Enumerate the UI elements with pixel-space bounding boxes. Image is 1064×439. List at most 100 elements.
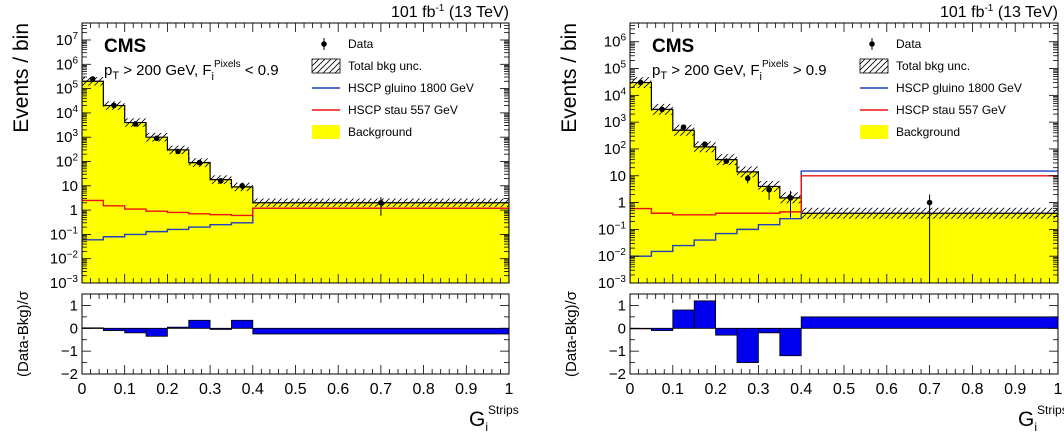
data-point <box>787 195 794 201</box>
x-axis-label-part: Strips <box>488 403 519 417</box>
legend-entry: Background <box>348 125 412 139</box>
ratio-panel: −2 −1 0 1 0 0.1 0.2 0.3 0.4 0.5 0.6 0.7 0.8 0.9 1 (Data… <box>15 290 514 398</box>
data-point <box>926 199 933 206</box>
y-tick-label: 10−1 <box>598 220 627 238</box>
y-tick-label-part: 10 <box>604 61 621 78</box>
y-tick-label-part: 6 <box>72 55 78 66</box>
y-tick-label: 10−3 <box>598 274 627 292</box>
y-tick-label-part: −3 <box>615 274 627 285</box>
x-tick-label: 0.4 <box>242 381 264 398</box>
data-point <box>153 135 160 142</box>
x-tick-label: 0 <box>78 381 87 398</box>
ratio-bar <box>231 319 254 329</box>
data-point <box>744 175 751 182</box>
data-point <box>175 148 181 155</box>
y-tick-label-part: 4 <box>620 86 626 97</box>
x-axis-label-part: i <box>1034 420 1037 434</box>
x-tick-label: 0.1 <box>662 381 684 398</box>
y-tick-label-part: 2 <box>72 152 78 163</box>
y-tick-label-part: 10 <box>598 248 615 265</box>
legend-entry: HSCP stau 557 GeV <box>348 103 458 117</box>
cms-label: CMS <box>104 36 146 57</box>
y-tick-label-part: −2 <box>615 247 627 258</box>
ratio-bar <box>758 327 781 334</box>
y-tick-label-part: 10 <box>604 34 621 51</box>
main-plot-area <box>630 77 1058 283</box>
y-tick-label-part: 7 <box>72 31 78 42</box>
cms-label-part: CMS <box>652 36 694 57</box>
legend-data-marker <box>321 41 327 47</box>
x-tick-label: 0.7 <box>918 381 940 398</box>
x-tick-label: 0.6 <box>876 381 898 398</box>
data-point <box>637 79 644 86</box>
x-tick-label: 0.1 <box>114 381 136 398</box>
y-tick-label: 10−2 <box>598 247 627 265</box>
y-tick-label: 105 <box>604 60 627 78</box>
x-tick-label: 0.5 <box>284 381 306 398</box>
y-tick-label: 10−1 <box>50 225 79 243</box>
legend: Data Total bkg unc. HSCP gluino 1800 GeV HS… <box>859 37 1022 139</box>
lumi-label-part: (13 TeV) <box>993 4 1058 21</box>
y-tick-label: 1 <box>618 195 626 212</box>
legend-bkg-swatch <box>860 125 888 139</box>
ratio-y-tick-label: 1 <box>70 297 78 314</box>
data-point <box>89 76 96 82</box>
selection-label-part: Pixels <box>762 59 789 70</box>
y-tick-label-part: 1 <box>70 202 78 219</box>
lumi-label-part: 101 fb <box>391 4 436 21</box>
legend-entry: Background <box>896 125 960 139</box>
legend-entry: Total bkg unc. <box>348 59 422 73</box>
data-point <box>132 121 139 127</box>
ratio-bar <box>693 300 717 329</box>
y-tick-label: 1 <box>70 202 78 219</box>
legend-data-marker <box>869 41 875 47</box>
ratio-y-tick-label: 1 <box>618 297 626 314</box>
data-point <box>702 141 708 148</box>
y-tick-label-part: 10 <box>56 32 73 49</box>
y-axis-label: Events / bin <box>10 23 33 133</box>
ratio-y-tick-label: 0 <box>618 320 626 337</box>
x-axis-label: GiStrips <box>469 403 519 434</box>
x-tick-label: 0.2 <box>156 381 178 398</box>
y-tick-label: 104 <box>56 104 79 122</box>
legend: Data Total bkg unc. HSCP gluino 1800 GeV HS… <box>311 37 474 139</box>
y-tick-label: 103 <box>56 128 79 146</box>
y-tick-label-part: −1 <box>67 225 79 236</box>
selection-label-part: < 0.9 <box>241 62 279 79</box>
selection-label: pT > 200 GeV, FiPixels < 0.9 <box>104 59 279 83</box>
y-tick-label-part: 3 <box>620 113 626 124</box>
selection-label-part: Pixels <box>214 59 241 70</box>
selection-label-part: > 0.9 <box>789 62 827 79</box>
data-point <box>196 159 203 166</box>
y-tick-label-part: 10 <box>604 87 621 104</box>
selection-label-part: T <box>660 70 667 82</box>
y-tick-label-part: −1 <box>615 220 627 231</box>
ratio-bar <box>188 319 211 329</box>
legend-unc-swatch <box>311 58 341 74</box>
data-point <box>680 124 687 130</box>
background-fill <box>82 81 509 283</box>
legend-entry: HSCP stau 557 GeV <box>896 103 1006 117</box>
y-tick-label-part: −3 <box>67 274 79 285</box>
x-axis-label-part: G <box>1018 408 1034 431</box>
data-point <box>217 178 224 184</box>
y-tick-label-part: 10 <box>56 153 73 170</box>
selection-label: pT > 200 GeV, FiPixels > 0.9 <box>652 59 827 83</box>
selection-label-part: i <box>760 71 762 83</box>
x-tick-label: 0.7 <box>370 381 392 398</box>
x-tick-label: 0 <box>626 381 635 398</box>
selection-label-part: T <box>112 70 119 82</box>
ratio-bar <box>102 327 126 331</box>
cms-label-part: CMS <box>104 36 146 57</box>
y-tick-label-part: 10 <box>56 105 73 122</box>
x-tick-label: 1 <box>1054 381 1063 398</box>
x-tick-label: 0.8 <box>961 381 983 398</box>
lumi-label: 101 fb-1 (13 TeV) <box>940 3 1058 21</box>
x-axis-label-part: i <box>485 420 488 434</box>
y-tick-label-part: 10 <box>56 81 73 98</box>
data-point <box>766 186 772 193</box>
x-tick-label: 0.8 <box>412 381 434 398</box>
data-point <box>378 199 384 206</box>
ratio-bar <box>736 327 759 363</box>
ratio-y-tick-label: −1 <box>61 343 78 360</box>
